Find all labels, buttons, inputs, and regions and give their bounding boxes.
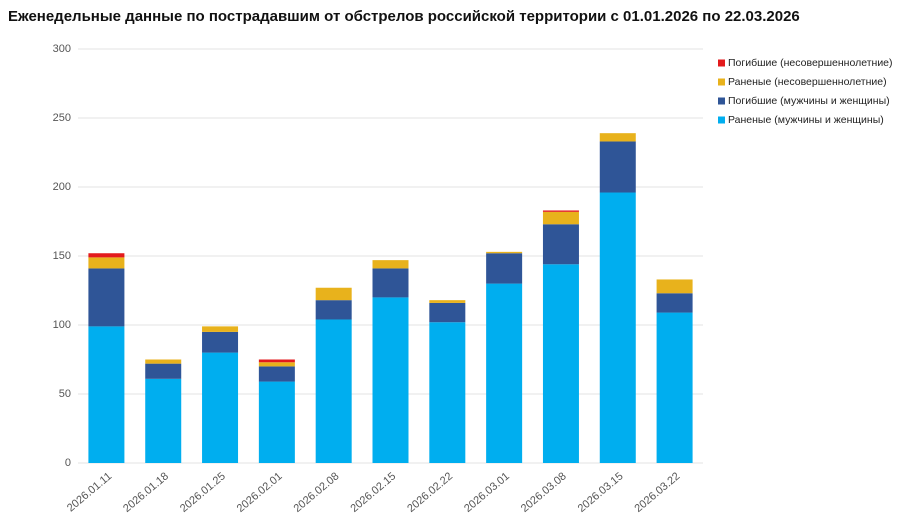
bar-segment [202,352,239,463]
bar-segment [429,300,466,303]
bar-segment [88,268,125,327]
legend-swatch [718,97,725,105]
bar-segment [599,192,636,463]
y-tick-label: 300 [53,43,71,55]
bar-segment [145,378,182,463]
bar-segment [315,319,352,463]
bar-segment [202,331,239,353]
bar-segment [599,141,636,193]
y-tick-label: 100 [53,319,71,331]
bar-segment [429,322,466,463]
bar-segment [315,287,352,301]
legend-label: Раненые (мужчины и женщины) [728,114,884,126]
x-tick-label: 2026.02.08 [292,470,342,514]
x-tick-label: 2026.03.08 [519,470,569,514]
x-tick-label: 2026.03.15 [576,470,626,514]
bar-segment [145,359,182,364]
legend-label: Погибшие (несовершеннолетние) [728,57,893,69]
bar-segment [542,264,579,463]
bar-segment [542,211,579,225]
bar-segment [372,260,409,269]
bar-segment [486,283,523,463]
chart-title: Еженедельные данные по пострадавшим от о… [8,8,800,25]
x-tick-label: 2026.03.01 [462,470,512,514]
bar-segment [656,279,693,294]
bar-segment [656,293,693,313]
bar-segment [202,326,239,332]
bar-segment [372,297,409,463]
bar-segment [599,133,636,142]
bar-segment [258,362,295,367]
bar-segment [486,253,523,284]
bar-segment [429,302,466,323]
y-tick-label: 250 [53,112,71,124]
legend-swatch [718,59,725,67]
bar-segment [542,210,579,212]
x-tick-label: 2026.01.18 [121,470,171,514]
bar-segment [372,268,409,298]
bar-segment [88,326,125,463]
legend-label: Раненые (несовершеннолетние) [728,76,887,88]
bar-segment [88,253,125,258]
x-tick-label: 2026.01.11 [65,470,114,514]
bar-segment [88,257,125,269]
y-tick-label: 0 [65,457,71,469]
bar-segment [145,363,182,379]
legend-swatch [718,116,725,124]
x-tick-label: 2026.02.22 [405,470,455,514]
legend-swatch [718,78,725,86]
y-tick-label: 200 [53,181,71,193]
bar-segment [258,359,295,363]
legend-label: Погибшие (мужчины и женщины) [728,95,890,107]
y-tick-label: 50 [59,388,71,400]
x-tick-label: 2026.01.25 [178,470,228,514]
y-tick-label: 150 [53,250,71,262]
bar-segment [656,312,693,463]
x-tick-label: 2026.02.01 [235,470,285,514]
x-tick-label: 2026.02.15 [348,470,398,514]
x-tick-label: 2026.03.22 [632,470,682,514]
bar-segment [258,381,295,463]
bar-segment [542,224,579,265]
bar-segment [258,366,295,382]
bar-segment [486,251,523,254]
bar-segment [315,300,352,320]
